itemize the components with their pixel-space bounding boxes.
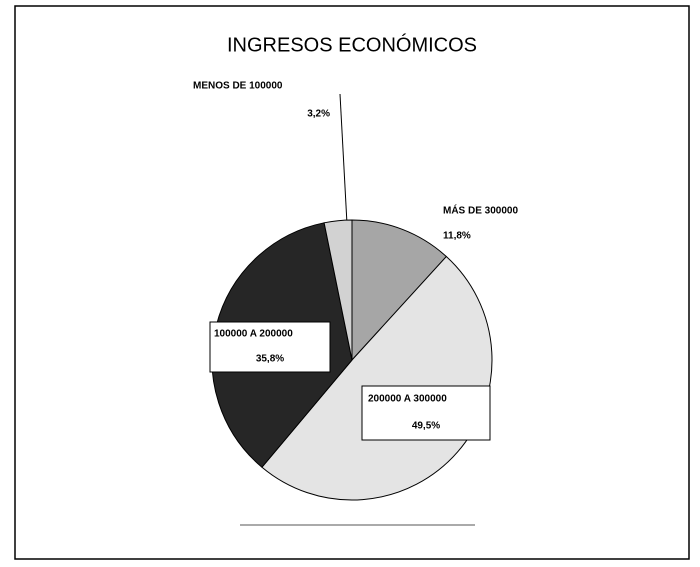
slice-label: 100000 A 200000 [214,329,293,340]
value-label: 11,8% [443,231,471,242]
value-label: 35,8% [256,354,284,365]
slice-label: 200000 A 300000 [368,394,447,405]
label-box [361,385,491,441]
value-label: 3,2% [307,109,330,120]
pie-slice [351,219,448,362]
pie-slice [323,219,353,361]
slice-label: MÁS DE 300000 [443,204,518,217]
leader-line [339,93,348,225]
slice-label: MENOS DE 100000 [193,81,283,92]
chart-title: INGRESOS ECONÓMICOS [227,33,477,56]
label-box [209,321,331,373]
value-label: 49,5% [412,421,440,432]
